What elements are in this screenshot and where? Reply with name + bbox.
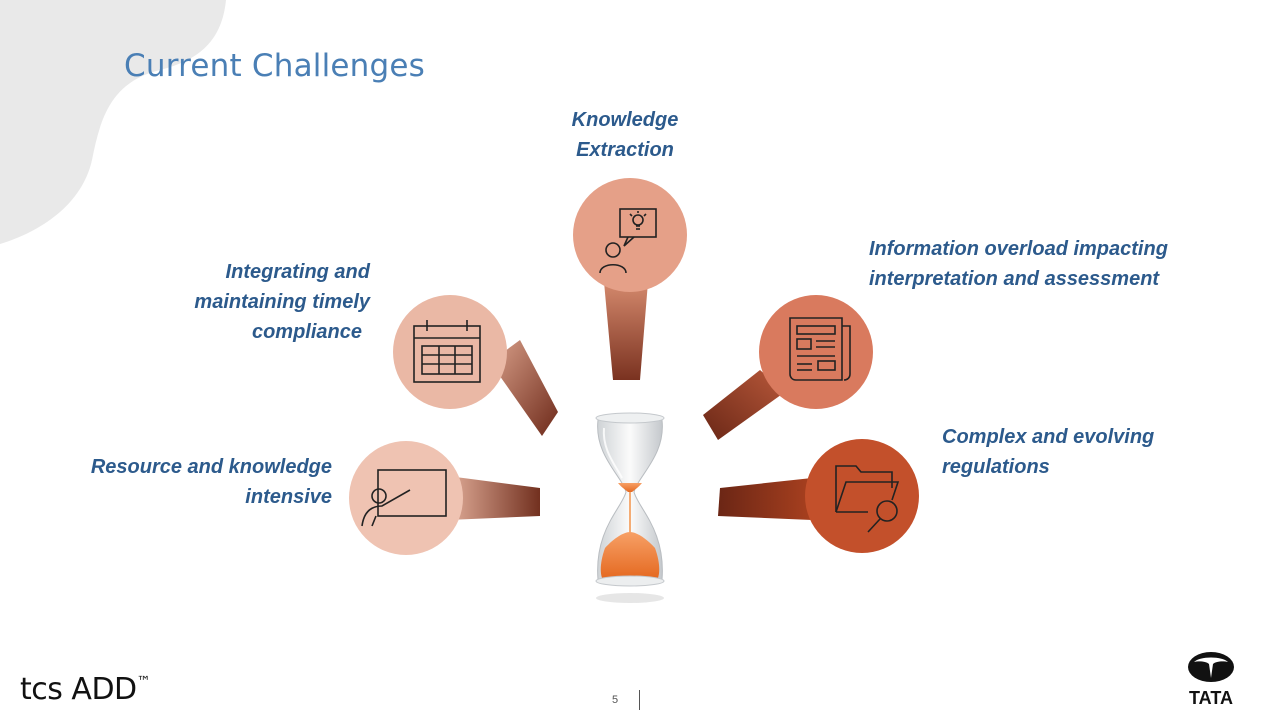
label-complex-regulations: Complex and evolving regulations [942, 422, 1242, 482]
stem-right-lower [718, 478, 812, 520]
brand-text: TATA [1189, 688, 1233, 708]
tcs-add-logo: tcs ADD™ [20, 672, 151, 707]
label-line: Knowledge [571, 109, 679, 131]
label-knowledge-extraction: Knowledge Extraction [520, 105, 730, 165]
label-line: intensive [245, 486, 332, 508]
presenter-board-icon [361, 469, 447, 527]
label-line: maintaining timely [194, 291, 370, 313]
label-line: compliance [251, 321, 362, 343]
label-line: Integrating and [225, 261, 370, 283]
tata-emblem-icon [1188, 652, 1234, 682]
label-line: Extraction [576, 139, 674, 161]
hourglass-image [595, 412, 665, 603]
label-line: Complex and evolving [942, 426, 1155, 448]
circle-right-lower [805, 439, 919, 553]
person-idea-icon [599, 208, 657, 274]
circle-right-upper [759, 295, 873, 409]
logo-text: tcs ADD [20, 672, 137, 707]
label-line: interpretation and assessment [869, 268, 1160, 290]
tata-logo: TATA [1188, 652, 1234, 708]
label-resource-intensive: Resource and knowledge intensive [40, 452, 332, 512]
label-timely-compliance: Integrating and maintaining timely compl… [150, 257, 370, 347]
stem-top [604, 282, 648, 380]
stem-left-lower [448, 476, 540, 520]
page-title: Current Challenges [124, 48, 426, 84]
calendar-icon [413, 320, 481, 383]
label-line: Resource and knowledge [90, 456, 332, 478]
circle-left-upper [393, 295, 507, 409]
decorative-blob [0, 0, 226, 244]
label-line: Information overload impacting [869, 238, 1168, 260]
stem-right-upper [703, 370, 785, 440]
label-line: regulations [942, 456, 1050, 478]
stem-left-upper [490, 340, 558, 436]
page-number: 5 [612, 694, 619, 706]
folder-search-icon [835, 465, 900, 533]
label-information-overload: Information overload impacting interpret… [869, 234, 1229, 294]
trademark-mark: ™ [136, 674, 151, 690]
circle-top [573, 178, 687, 292]
page-divider [639, 690, 640, 710]
newspaper-icon [789, 317, 851, 381]
